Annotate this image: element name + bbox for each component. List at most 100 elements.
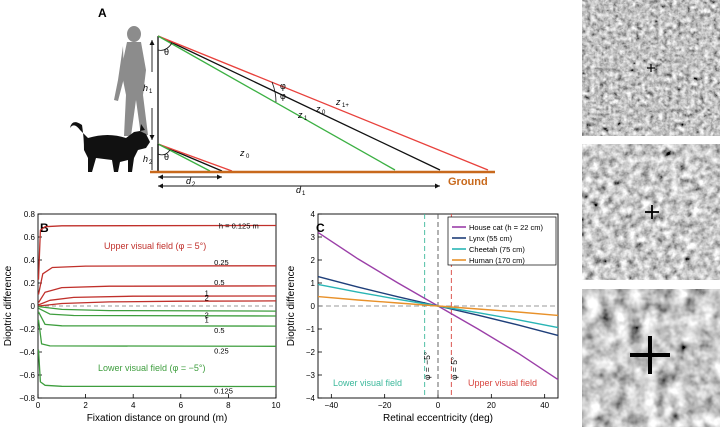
plot-c-ytick-label: 4	[311, 210, 316, 219]
plot-b-xlabel: Fixation distance on ground (m)	[87, 413, 228, 424]
plot-b-ytick-label: −0.2	[19, 325, 35, 334]
lower-field-label: Lower visual field (φ = −5°)	[98, 363, 205, 373]
plot-c-ytick-label: −4	[306, 394, 316, 403]
plot-b-ytick-label: 0.8	[24, 210, 36, 219]
d2-label: d	[186, 176, 192, 186]
phi-arc	[271, 81, 277, 103]
plot-b-ytick-label: 0.6	[24, 233, 36, 242]
theta-arc-top	[157, 42, 173, 51]
plot-b-series-upper-0.125	[37, 224, 277, 280]
plot-c-legend-entry: Human (170 cm)	[469, 256, 525, 265]
plot-b-curve-label: 0.5	[214, 326, 224, 335]
z0-sub: 0	[322, 110, 326, 116]
plot-b-series-lower-0.125	[37, 349, 277, 388]
plot-c-legend-entry: Lynx (55 cm)	[469, 234, 513, 243]
z1plus-sub: 1+	[342, 103, 349, 109]
z0-bottom-label: z	[239, 148, 245, 158]
plot-b-curve-label: 2	[205, 293, 209, 302]
plot-b-xtick-label: 0	[36, 401, 41, 410]
plot-b-ytick-label: −0.8	[19, 394, 35, 403]
plot-c-ytick-label: −3	[306, 371, 316, 380]
plot-b-curve-label: 0.25	[214, 346, 229, 355]
plot-c-lower-field-label: Lower visual field	[333, 378, 402, 388]
plot-c-legend: House cat (h = 22 cm) Lynx (55 cm) Cheetah…	[447, 216, 557, 266]
plot-b-yticks: 0.8 0.6 0.4 0.2 0 −0.2 −0.4 −0.6 −0.8	[19, 210, 42, 403]
z0-label: z	[315, 104, 321, 114]
cat-red-ray	[157, 143, 233, 172]
plot-b-ytick-label: −0.6	[19, 371, 35, 380]
plot-b-series-upper-0.25	[37, 265, 277, 295]
texture-image-2	[582, 144, 720, 280]
plot-b-curve-label: 1	[205, 288, 209, 297]
plot-b-series-upper-2	[38, 300, 277, 307]
plot-b-curve-label: h = 0.125 m	[219, 222, 259, 231]
h1-label: h	[143, 83, 148, 93]
panel-letter-c: C	[316, 221, 325, 235]
plot-c-xtick-label: 20	[487, 401, 496, 410]
geometry-diagram	[149, 35, 495, 189]
plot-c-ytick-label: 1	[311, 279, 316, 288]
plot-c-ytick-label: −1	[306, 325, 316, 334]
plot-b-series-lower-1	[38, 307, 277, 317]
plot-c-series-3	[317, 295, 559, 317]
h2-label: h	[143, 154, 148, 164]
plot-c-legend-entry: House cat (h = 22 cm)	[469, 223, 543, 232]
z0-bottom-sub: 0	[246, 154, 250, 160]
panel-c: C 4 3 2 1 0 −1 −2 −3 −4 −40 −20 0 20 40 φ = −5° φ = …	[286, 210, 559, 424]
z1-ray	[157, 35, 396, 171]
cat-green-ray	[157, 143, 211, 172]
plot-b-curve-label: 1	[205, 316, 209, 325]
plot-b-curve-label: 0.25	[214, 258, 229, 267]
z1-label: z	[297, 110, 303, 120]
plot-c-xtick-label: 0	[436, 401, 441, 410]
panel-d: D	[582, 0, 720, 427]
plot-c-series	[317, 231, 559, 381]
panel-a-labels: θ θ φ φ h 1 h 2 z 0 z 1 z 1+ z 0 d 2 d 1…	[143, 47, 488, 197]
plot-b-curve-label: 0.125	[214, 387, 233, 396]
plot-b-series-lower-0.5	[37, 311, 277, 327]
plot-c-xlabel: Retinal eccentricity (deg)	[383, 413, 493, 424]
plot-c-ylabel: Dioptric difference	[286, 265, 297, 346]
plot-b-ylabel: Dioptric difference	[3, 265, 14, 346]
plot-c-upper-field-label: Upper visual field	[468, 378, 537, 388]
plot-b-curve-label: 0.5	[214, 278, 224, 287]
plot-b-xtick-label: 8	[226, 401, 231, 410]
z1plus-ray	[157, 35, 489, 171]
plot-b-ytick-label: 0.2	[24, 279, 36, 288]
ground-label: Ground	[448, 176, 488, 188]
plot-b-ytick-label: −0.4	[19, 348, 35, 357]
plot-c-legend-box	[447, 216, 557, 266]
plot-b-series	[37, 224, 277, 388]
h2-sub: 2	[149, 160, 153, 166]
theta-label-top: θ	[164, 47, 169, 57]
plot-c-xtick-label: 40	[540, 401, 549, 410]
d1-sub: 1	[302, 191, 306, 197]
human-silhouette	[114, 26, 148, 136]
plot-b-series-lower-0.25	[37, 319, 277, 347]
plot-b-xtick-label: 6	[179, 401, 184, 410]
plot-b-xtick-label: 4	[131, 401, 136, 410]
upper-field-label: Upper visual field (φ = 5°)	[104, 241, 206, 251]
d2-sub: 2	[192, 182, 196, 188]
texture-image-1	[582, 0, 720, 136]
plot-b-series-upper-1	[38, 295, 277, 306]
cat-silhouette	[70, 122, 150, 172]
panel-letter-b: B	[40, 221, 49, 235]
texture-image-3	[582, 289, 720, 427]
panel-a: A	[70, 6, 495, 197]
plot-c-legend-entry: Cheetah (75 cm)	[469, 245, 525, 254]
plot-b-series-lower-2	[38, 305, 277, 312]
z1-sub: 1	[304, 116, 308, 122]
theta-arc-bottom	[157, 149, 171, 156]
phi-label-bottom: φ	[280, 91, 286, 101]
plot-c-ytick-label: 0	[311, 302, 316, 311]
panel-b: B 0.80.60.40.20−0.2−0.4−0.6−0.8 0 2 4 6 8 10 …	[3, 210, 281, 424]
z1plus-label: z	[335, 97, 341, 107]
d1-label: d	[296, 185, 302, 195]
plot-c-xtick-label: −20	[378, 401, 392, 410]
plot-b-curve-label: 2	[205, 311, 209, 320]
plot-b-xtick-label: 10	[272, 401, 281, 410]
phi-label-top: φ	[280, 81, 286, 91]
